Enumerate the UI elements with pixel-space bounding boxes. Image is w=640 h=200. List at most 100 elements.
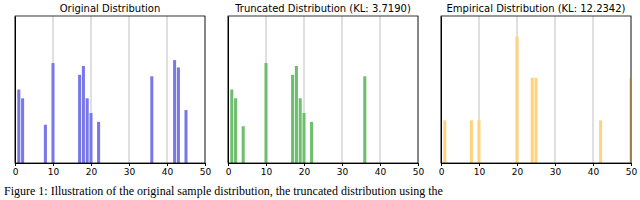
tick: 40 — [375, 163, 387, 177]
grid-line — [380, 16, 381, 163]
bar — [291, 75, 294, 163]
bar — [177, 67, 180, 163]
axis-line — [15, 17, 16, 164]
bar — [531, 78, 534, 163]
y-axis — [15, 17, 16, 164]
tick-label: 20 — [299, 167, 311, 177]
tick: 30 — [124, 163, 136, 177]
tick-label: 0 — [13, 167, 19, 177]
grid-line — [555, 16, 556, 163]
tick-mark — [555, 163, 556, 166]
tick-label: 50 — [200, 167, 212, 177]
grid-line — [167, 16, 168, 163]
tick-mark — [205, 163, 206, 166]
tick-mark — [418, 163, 419, 166]
figure: 01020304050Original Distribution01020304… — [0, 0, 640, 200]
tick-mark — [53, 163, 54, 166]
caption: Figure 1: Illustration of the original s… — [4, 184, 443, 198]
bar — [97, 122, 100, 163]
bar — [234, 98, 237, 163]
bar — [295, 66, 298, 163]
bar — [302, 113, 305, 163]
bars — [17, 60, 187, 163]
bar — [17, 90, 20, 164]
tick-mark — [593, 163, 594, 166]
frame — [15, 16, 205, 163]
title: Empirical Distribution (KL: 12.2342) — [446, 3, 625, 14]
tick: 10 — [474, 163, 486, 177]
tick-label: 10 — [474, 167, 486, 177]
grid — [441, 16, 631, 163]
tick-mark — [91, 163, 92, 166]
y-axis — [228, 17, 229, 164]
bar — [51, 63, 54, 163]
tick: 0 — [226, 163, 232, 177]
tick-label: 0 — [226, 167, 232, 177]
bar — [242, 126, 245, 163]
bar — [443, 120, 446, 163]
bar — [515, 37, 518, 163]
tick-label: 0 — [439, 167, 445, 177]
tick-mark — [479, 163, 480, 166]
grid — [15, 16, 205, 163]
tick: 20 — [86, 163, 98, 177]
bar — [264, 63, 267, 163]
tick: 20 — [299, 163, 311, 177]
bar — [470, 120, 473, 163]
bar — [89, 113, 92, 163]
bar — [599, 120, 602, 163]
tick-mark — [517, 163, 518, 166]
tick-label: 50 — [626, 167, 638, 177]
axis-line — [228, 17, 229, 164]
bar — [86, 98, 89, 163]
grid-line — [342, 16, 343, 163]
bar — [150, 76, 153, 163]
bar — [363, 76, 366, 163]
tick-mark — [266, 163, 267, 166]
bar — [184, 110, 187, 163]
tick: 20 — [512, 163, 524, 177]
tick-label: 30 — [550, 167, 562, 177]
tick: 10 — [261, 163, 273, 177]
axis-line — [229, 163, 419, 164]
bars — [443, 37, 631, 163]
bar — [310, 122, 313, 163]
frame — [441, 16, 631, 163]
tick-label: 10 — [48, 167, 60, 177]
bar — [173, 60, 176, 163]
tick-label: 40 — [375, 167, 387, 177]
tick: 50 — [200, 163, 212, 177]
tick-label: 50 — [413, 167, 425, 177]
frame — [228, 16, 418, 163]
panel: 01020304050Original Distribution — [13, 3, 212, 177]
tick-mark — [631, 163, 632, 166]
tick: 50 — [413, 163, 425, 177]
bars — [230, 63, 366, 163]
bar — [299, 98, 302, 163]
x-axis: 0 10 20 30 40 50 — [13, 163, 212, 177]
bar — [477, 120, 480, 163]
tick: 50 — [626, 163, 638, 177]
grid-line — [593, 16, 594, 163]
tick-label: 40 — [162, 167, 174, 177]
bar — [534, 78, 537, 163]
axis-line — [16, 163, 206, 164]
axis-line — [441, 17, 442, 164]
grid-line — [129, 16, 130, 163]
bar — [78, 75, 81, 163]
axis-line — [442, 163, 632, 164]
tick: 30 — [337, 163, 349, 177]
tick-mark — [167, 163, 168, 166]
tick-mark — [380, 163, 381, 166]
bar — [82, 66, 85, 163]
bar — [230, 90, 233, 164]
tick-label: 10 — [261, 167, 273, 177]
panel: 01020304050Truncated Distribution (KL: 3… — [226, 3, 425, 177]
bar — [21, 98, 24, 163]
panel: 01020304050Empirical Distribution (KL: 1… — [439, 3, 638, 177]
tick: 0 — [439, 163, 445, 177]
tick-mark — [342, 163, 343, 166]
tick: 10 — [48, 163, 60, 177]
tick-label: 30 — [124, 167, 136, 177]
tick-mark — [304, 163, 305, 166]
